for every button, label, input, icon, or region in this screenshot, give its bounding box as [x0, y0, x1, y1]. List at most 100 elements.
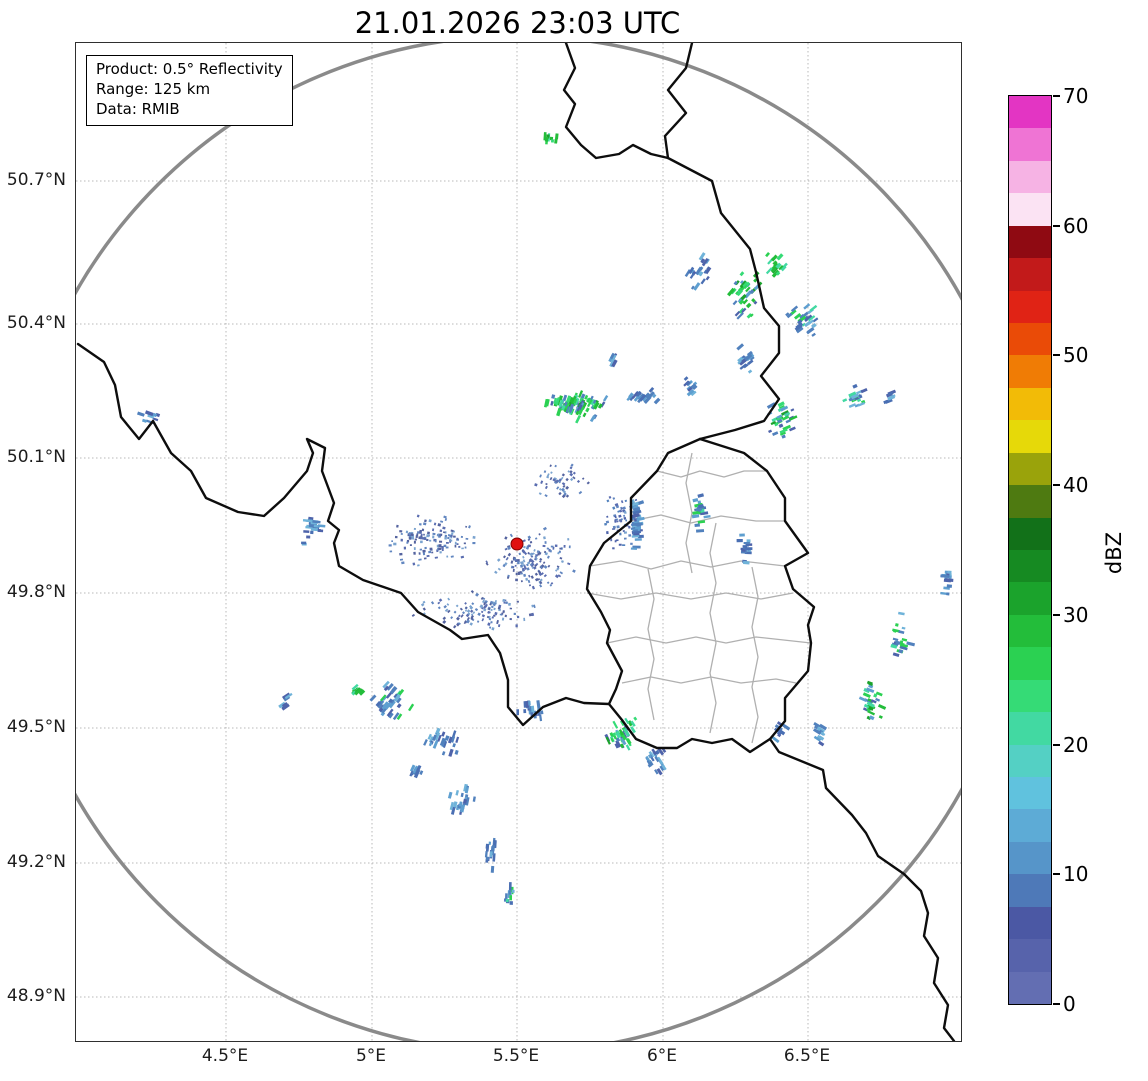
echo-pixel	[803, 303, 811, 310]
echo-pixel	[452, 624, 457, 629]
echo-pixel	[429, 547, 433, 551]
colorbar-segment	[1009, 452, 1051, 486]
echo-pixel	[422, 549, 426, 553]
echo-pixel	[539, 557, 543, 561]
echo-pixel	[746, 539, 751, 543]
echo-pixel	[542, 544, 546, 548]
echo-pixel	[393, 693, 399, 699]
echo-pixel	[553, 397, 558, 405]
colorbar-segment	[1009, 744, 1051, 777]
echo-pixel	[901, 626, 906, 630]
echo-pixel	[517, 571, 521, 575]
echo-pixel	[946, 584, 953, 588]
echo-pixel	[940, 574, 949, 578]
echo-pixel	[866, 715, 872, 721]
echo-pixel	[870, 699, 877, 704]
echo-pixel	[614, 515, 617, 519]
echo-pixel	[423, 739, 428, 746]
echo-pixel	[652, 393, 657, 399]
echo-pixel	[384, 702, 392, 710]
echo-pixel	[850, 393, 859, 400]
echo-pixel	[354, 687, 363, 696]
echo-pixel	[944, 578, 954, 582]
echo-pixel	[517, 561, 520, 565]
echo-pixel	[502, 610, 505, 614]
country-border-line	[666, 156, 781, 441]
echo-pixel	[858, 696, 867, 702]
echo-pixel	[456, 543, 459, 546]
echo-pixel	[610, 737, 614, 742]
colorbar-segment	[1009, 257, 1051, 291]
echo-pixel	[552, 546, 555, 550]
echo-pixel	[464, 602, 467, 605]
echo-pixel	[496, 558, 501, 562]
echo-pixel	[534, 553, 539, 557]
echo-pixel	[463, 620, 467, 625]
echo-pixel	[578, 390, 584, 398]
echo-pixel	[739, 358, 748, 366]
echo-pixel	[570, 477, 574, 482]
echo-pixel	[351, 683, 359, 691]
echo-pixel	[452, 801, 458, 809]
echo-pixel	[570, 463, 574, 467]
echo-pixel	[444, 735, 450, 741]
echo-pixel	[565, 477, 569, 482]
echo-pixel	[380, 694, 387, 702]
echo-pixel	[480, 596, 484, 600]
echo-pixel	[396, 524, 399, 528]
echo-pixel	[450, 539, 453, 542]
echo-pixel	[551, 394, 556, 399]
echo-pixel	[609, 732, 615, 738]
echo-pixel	[565, 494, 570, 498]
echo-pixel	[456, 537, 459, 541]
echo-pixel	[529, 552, 533, 557]
echo-pixel	[559, 556, 563, 560]
colorbar-segment	[1009, 322, 1051, 356]
echo-pixel	[413, 769, 421, 779]
echo-pixel	[504, 614, 507, 618]
echo-pixel	[556, 565, 560, 568]
echo-pixel	[811, 322, 817, 329]
echo-pixel	[401, 561, 405, 565]
echo-pixel	[475, 592, 480, 597]
echo-pixel	[589, 395, 594, 401]
echo-pixel	[302, 518, 312, 523]
echo-pixel	[875, 691, 883, 697]
echo-pixel	[509, 901, 513, 905]
echo-pixel	[390, 699, 395, 704]
echo-pixel	[608, 495, 612, 499]
echo-pixel	[391, 540, 394, 543]
echo-pixel	[901, 638, 908, 642]
echo-pixel	[630, 726, 636, 734]
country-border-line	[663, 43, 694, 160]
echo-pixel	[427, 531, 430, 535]
echo-pixel	[528, 584, 532, 587]
echo-pixel	[811, 332, 816, 337]
echo-pixel	[633, 393, 641, 402]
echo-pixel	[788, 426, 796, 432]
echo-pixel	[768, 429, 773, 434]
echo-pixel	[515, 624, 518, 628]
colorbar-segment	[1009, 906, 1051, 940]
echo-pixel	[563, 492, 567, 496]
echo-pixel	[485, 562, 489, 566]
echo-pixel	[410, 535, 414, 539]
echo-pixel	[481, 614, 486, 618]
info-data-source: Data: RMIB	[96, 99, 180, 118]
echo-pixel	[539, 584, 543, 588]
echo-pixel	[899, 645, 908, 651]
echo-pixel	[492, 614, 496, 617]
echo-pixel	[375, 701, 382, 707]
echo-pixel	[628, 534, 632, 537]
echo-pixel	[502, 555, 507, 559]
echo-pixel	[772, 431, 779, 437]
echo-pixel	[739, 280, 745, 285]
echo-pixel	[450, 616, 454, 620]
echo-pixel	[775, 271, 781, 276]
echo-pixel	[614, 502, 619, 507]
echo-pixel	[555, 479, 560, 483]
echo-pixel	[947, 570, 952, 574]
echo-pixel	[505, 556, 509, 561]
admin-border-line	[606, 636, 812, 644]
echo-pixel	[612, 497, 616, 500]
